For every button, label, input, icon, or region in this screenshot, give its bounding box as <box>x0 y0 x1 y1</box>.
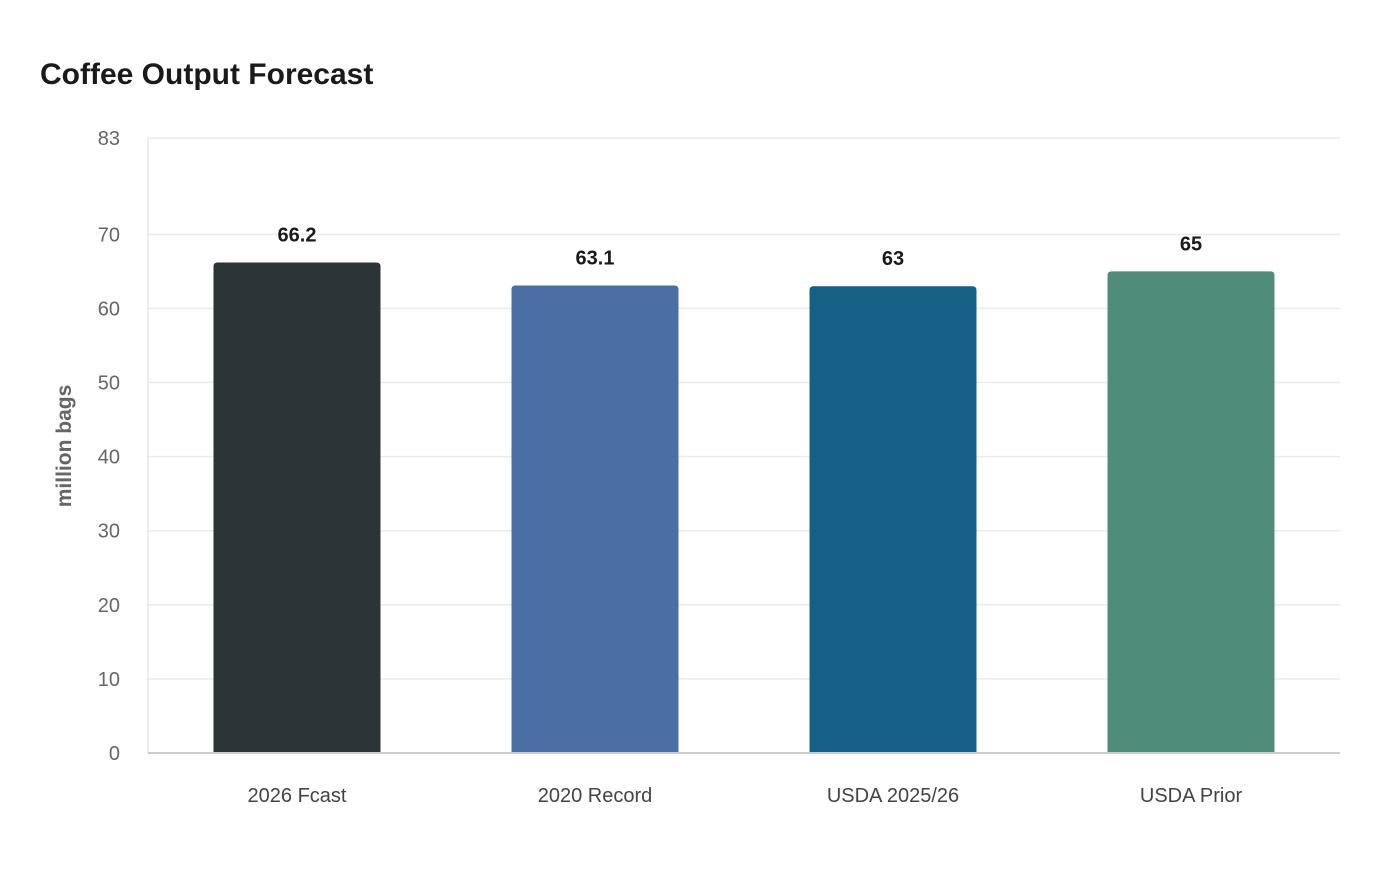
x-tick-label: USDA Prior <box>1140 785 1243 807</box>
y-tick-label: 83 <box>98 128 120 150</box>
bar-1 <box>213 262 381 753</box>
y-tick-label: 30 <box>98 521 120 543</box>
value-label: 63.1 <box>576 247 615 269</box>
value-label: 66.2 <box>278 224 317 246</box>
y-tick-label: 0 <box>109 743 120 765</box>
bars <box>213 262 1275 753</box>
bar-2 <box>511 285 679 753</box>
y-tick-label: 20 <box>98 595 120 617</box>
chart-title: Coffee Output Forecast <box>40 58 374 91</box>
value-label: 65 <box>1180 233 1202 255</box>
y-tick-label: 50 <box>98 373 120 395</box>
y-tick-label: 60 <box>98 298 120 320</box>
x-axis-labels: 2026 Fcast 2020 Record USDA 2025/26 USDA Pr… <box>248 785 1243 807</box>
x-tick-label: 2020 Record <box>538 785 653 807</box>
y-tick-label: 10 <box>98 669 120 691</box>
bar-4 <box>1107 271 1275 753</box>
value-label: 63 <box>882 248 904 270</box>
y-axis-title: million bags <box>53 385 76 508</box>
value-labels: 66.2 63.1 63 65 <box>278 224 1203 270</box>
y-tick-label: 70 <box>98 224 120 246</box>
x-tick-label: 2026 Fcast <box>248 785 347 807</box>
y-axis-ticks: 0 10 20 30 40 50 60 70 83 <box>98 128 120 765</box>
bar-3 <box>809 286 977 753</box>
x-tick-label: USDA 2025/26 <box>827 785 959 807</box>
y-tick-label: 40 <box>98 447 120 469</box>
